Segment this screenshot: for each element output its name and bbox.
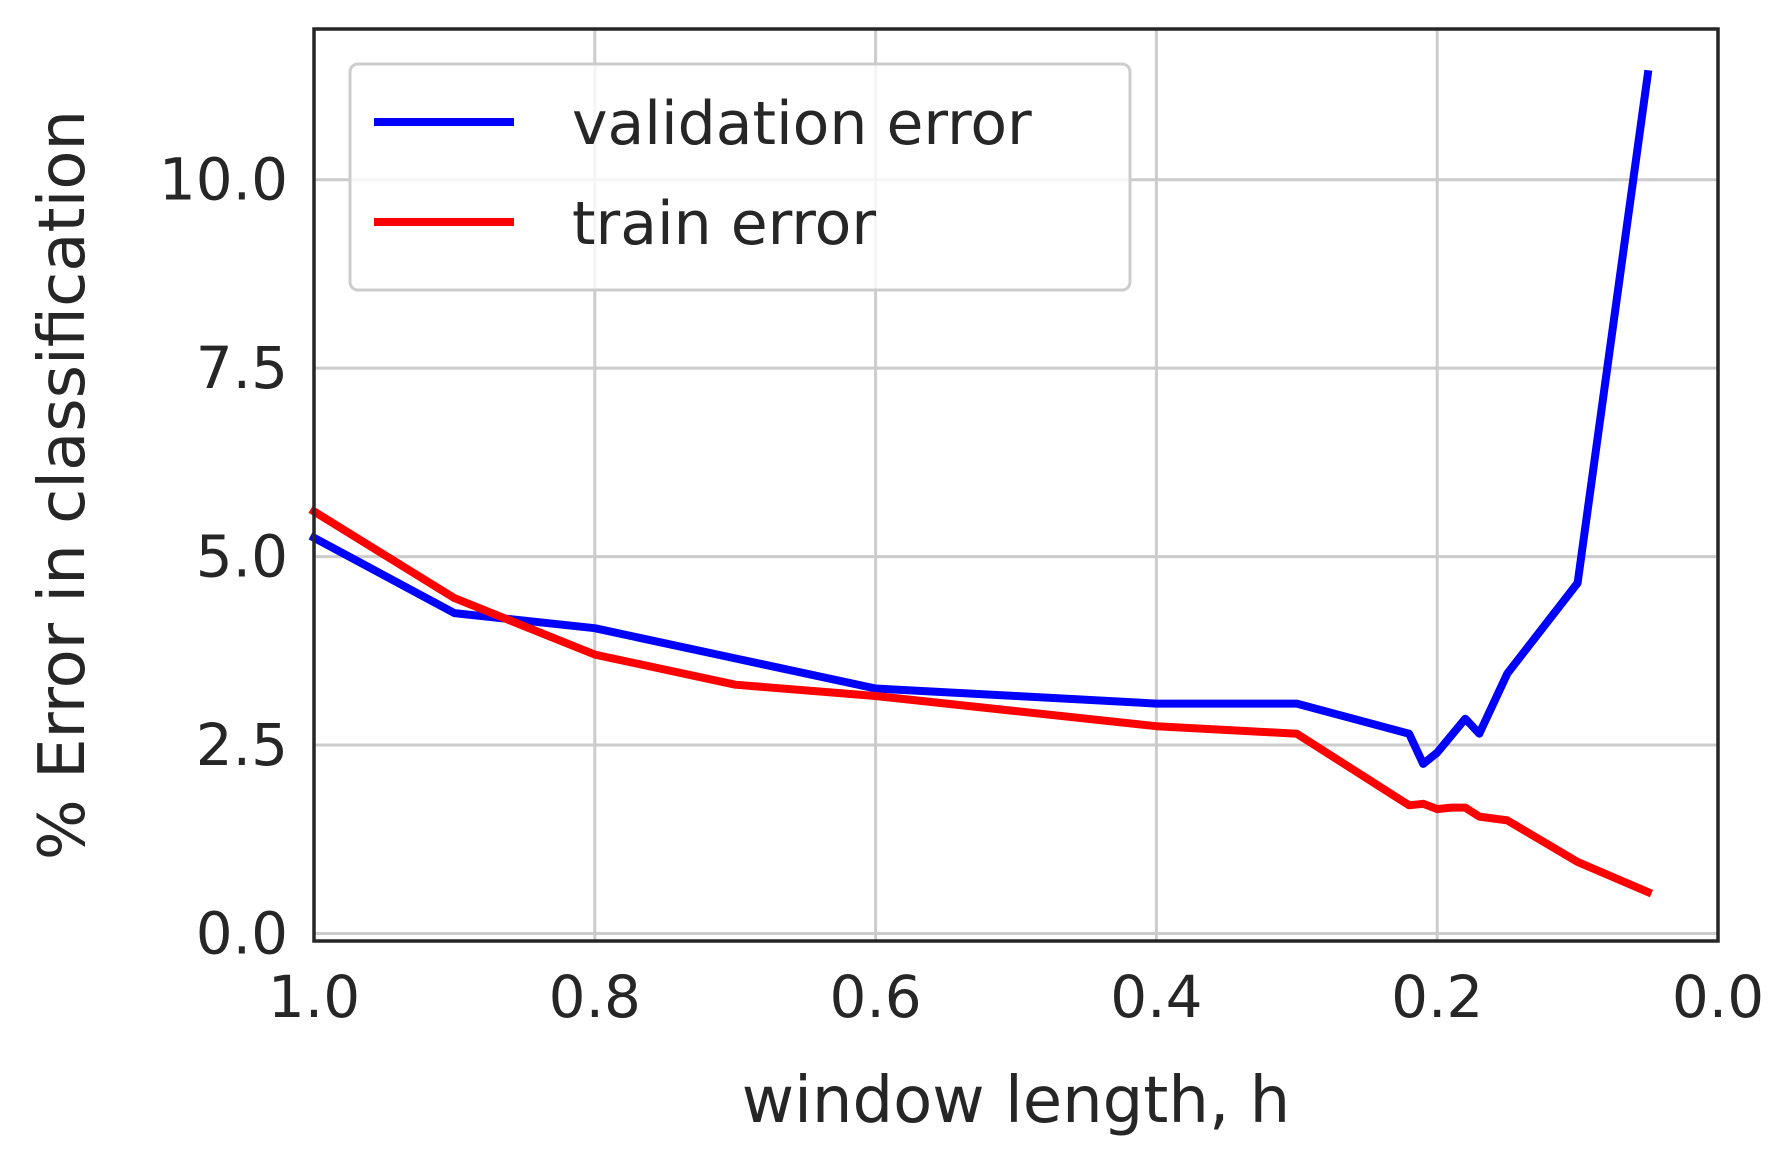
x-tick-label: 0.6 bbox=[829, 963, 921, 1031]
legend-label-validation-error: validation error bbox=[572, 89, 1032, 159]
y-tick-label: 0.0 bbox=[196, 899, 288, 967]
y-axis-label: % Error in classification bbox=[26, 110, 100, 860]
x-tick-label: 0.8 bbox=[549, 963, 641, 1031]
x-axis-label: window length, h bbox=[742, 1064, 1290, 1138]
y-tick-label: 5.0 bbox=[196, 523, 288, 591]
series-line-train-error bbox=[308, 505, 1654, 898]
x-tick-label: 0.2 bbox=[1391, 963, 1483, 1031]
x-tick-label: 0.4 bbox=[1110, 963, 1202, 1031]
y-tick-label: 2.5 bbox=[196, 711, 288, 779]
legend: validation error train error bbox=[348, 62, 1132, 292]
legend-box bbox=[348, 62, 1132, 292]
y-tick-label: 10.0 bbox=[159, 146, 288, 214]
legend-label-train-error: train error bbox=[572, 189, 876, 259]
x-tick-labels: 1.0 0.8 0.6 0.4 0.2 0.0 bbox=[268, 963, 1764, 1031]
x-tick-label: 1.0 bbox=[268, 963, 360, 1031]
y-tick-label: 7.5 bbox=[196, 334, 288, 402]
series-layer bbox=[308, 69, 1654, 898]
y-tick-labels: 0.0 2.5 5.0 7.5 10.0 bbox=[159, 146, 288, 968]
plot-frame bbox=[312, 27, 1720, 943]
series-line-validation-error bbox=[308, 69, 1653, 768]
x-tick-label: 0.0 bbox=[1672, 963, 1764, 1031]
